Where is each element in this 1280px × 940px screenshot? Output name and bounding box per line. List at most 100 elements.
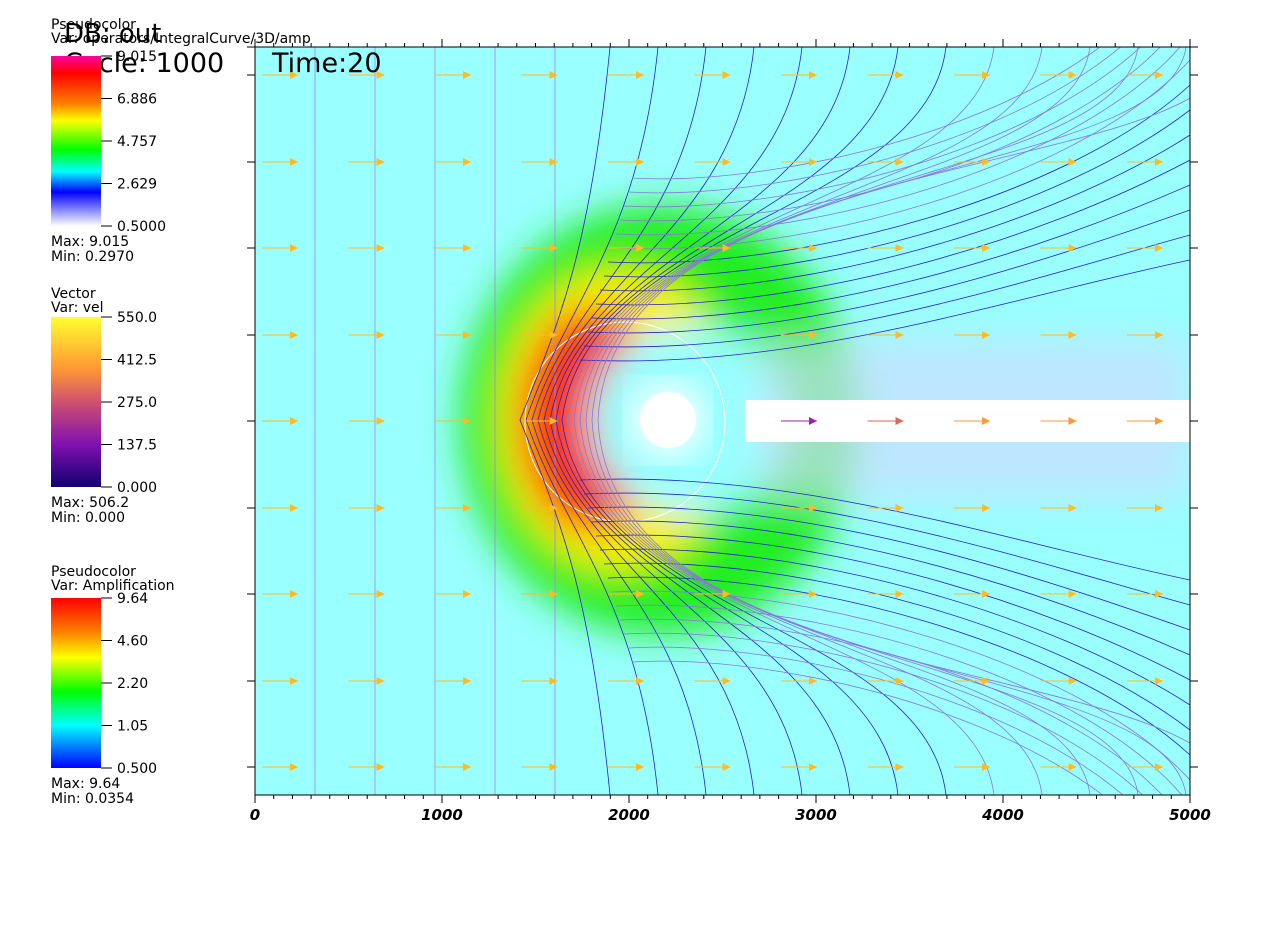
vector-head: [376, 331, 385, 339]
vector-head: [290, 244, 298, 252]
vector-head: [376, 71, 385, 79]
vector-head: [982, 417, 990, 425]
x-tick-label: 3000: [795, 806, 837, 824]
colorbar-label: 2.20: [117, 676, 148, 692]
legend-min: Min: 0.0354: [51, 791, 134, 807]
streamline: [615, 47, 1181, 236]
streamline: [597, 97, 1190, 744]
vector-head: [1155, 417, 1163, 425]
vector-head: [809, 331, 817, 339]
vector-head: [1068, 244, 1077, 252]
streamline: [603, 109, 1190, 278]
legend-max: Max: 9.64: [51, 776, 120, 792]
vector-head: [376, 677, 385, 685]
streamline: [619, 47, 1161, 222]
streamline: [619, 618, 1163, 795]
vector-head: [982, 158, 990, 166]
streamline: [587, 506, 1190, 631]
legend-min: Min: 0.2970: [51, 249, 134, 265]
streamline: [627, 646, 1124, 795]
colorbar-label: 0.5000: [117, 219, 166, 235]
legend-title: Pseudocolor: [51, 17, 136, 33]
colorbar: [51, 317, 101, 487]
colorbar-label: 4.757: [117, 134, 157, 150]
streamline: [591, 520, 1190, 656]
vector-head: [1155, 331, 1163, 339]
vector-head: [549, 244, 558, 252]
time-label: Time:20: [271, 48, 382, 79]
vector-head: [1155, 244, 1163, 252]
streamline: [537, 47, 755, 795]
vector-head: [1068, 763, 1077, 771]
vector-head: [1068, 677, 1077, 685]
vector-head: [290, 763, 298, 771]
streamline: [599, 134, 1190, 292]
vector-head: [463, 417, 471, 425]
vector-head: [290, 71, 298, 79]
vector-head: [1155, 590, 1163, 598]
colorbar-label: 137.5: [117, 438, 157, 454]
vector-head: [636, 763, 644, 771]
vector-head: [463, 71, 471, 79]
vector-head: [1155, 763, 1163, 771]
streamline: [591, 47, 1187, 795]
vector-head: [895, 71, 904, 79]
streamline: [579, 47, 1091, 795]
vector-head: [636, 71, 644, 79]
vector-head: [549, 590, 558, 598]
vector-head: [376, 244, 385, 252]
vector-head: [290, 331, 298, 339]
vector-head: [463, 158, 471, 166]
vector-head: [982, 677, 990, 685]
colorbar-label: 0.000: [117, 480, 157, 496]
vector-head: [463, 590, 471, 598]
streamline: [531, 47, 707, 795]
colorbar-label: 275.0: [117, 395, 157, 411]
vector-head: [722, 71, 731, 79]
colorbar-label: 1.05: [117, 719, 148, 735]
vector-head: [549, 763, 558, 771]
vector-head: [549, 158, 558, 166]
vector-head: [636, 677, 644, 685]
vector-head: [463, 677, 471, 685]
streamline: [585, 47, 1139, 795]
streamline: [607, 84, 1190, 264]
vector-head: [809, 590, 817, 598]
vector-head: [636, 244, 644, 252]
vector-head: [549, 417, 558, 425]
vector-head: [809, 244, 817, 252]
streamline: [561, 47, 947, 795]
vector-head: [549, 71, 558, 79]
vector-head: [376, 590, 385, 598]
streamline: [595, 159, 1190, 306]
vector-head: [1068, 504, 1077, 512]
x-tick-label: 5000: [1169, 806, 1211, 824]
streamline: [525, 47, 659, 795]
colorbar-label: 6.886: [117, 92, 157, 108]
vector-head: [636, 590, 644, 598]
vector-head: [1068, 331, 1077, 339]
vector-head: [982, 504, 990, 512]
legend-title: Pseudocolor: [51, 564, 136, 580]
vector-head: [895, 331, 904, 339]
legend-var: Var: vel: [51, 300, 104, 316]
vector-head: [1068, 71, 1077, 79]
streamline: [583, 234, 1190, 348]
streamline: [615, 604, 1183, 795]
colorbar: [51, 56, 101, 226]
streamline: [627, 47, 1121, 194]
vector-head: [982, 331, 990, 339]
colorbar-label: 9.64: [117, 591, 148, 607]
vector-head: [290, 504, 298, 512]
vector-head: [982, 71, 990, 79]
streamline: [583, 492, 1190, 606]
vector-head: [463, 244, 471, 252]
streamline: [543, 47, 803, 795]
vector-head: [809, 71, 817, 79]
vector-head: [982, 590, 990, 598]
vector-head: [809, 763, 817, 771]
streamline: [611, 590, 1190, 781]
vector-head: [549, 331, 558, 339]
vector-head: [463, 331, 471, 339]
